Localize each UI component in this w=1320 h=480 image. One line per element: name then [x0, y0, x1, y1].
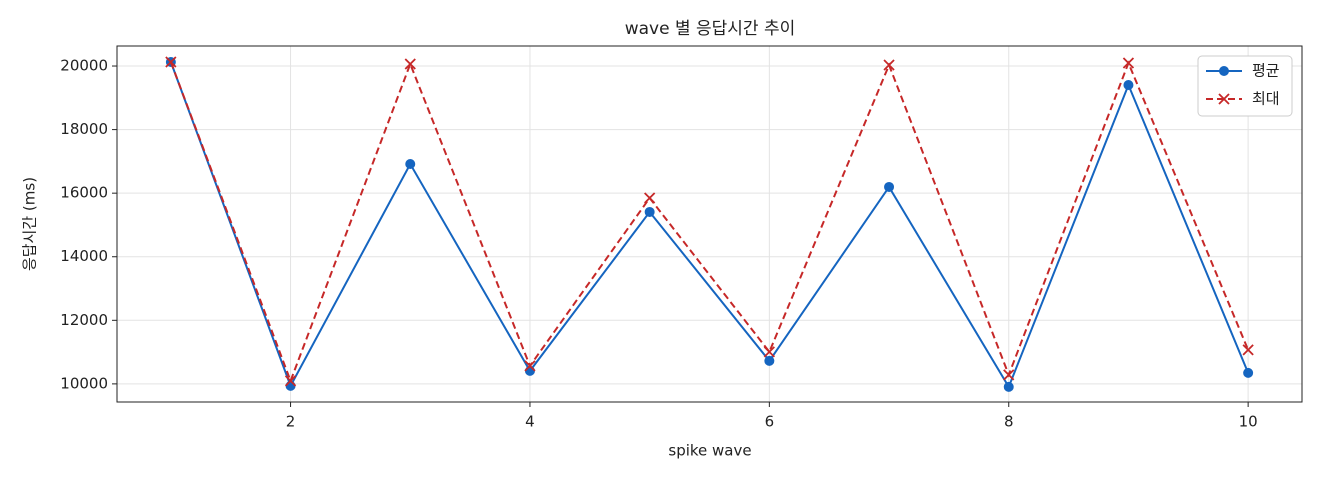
x-tick-label: 10: [1239, 413, 1258, 431]
point: [644, 192, 656, 204]
x-tick-label: 6: [765, 413, 775, 431]
y-tick-label: 18000: [60, 120, 108, 138]
x-tick-label: 4: [525, 413, 535, 431]
point: [883, 59, 895, 71]
series-line: [169, 60, 1250, 384]
legend-label: 평균: [1252, 62, 1280, 80]
point: [1003, 369, 1015, 381]
series-line: [169, 61, 1250, 390]
chart-title: wave 별 응답시간 추이: [625, 19, 796, 39]
legend-marker: [1218, 93, 1230, 105]
y-tick-label: 16000: [60, 184, 108, 202]
y-tick-label: 12000: [60, 311, 108, 329]
point: [644, 206, 655, 217]
point: [285, 380, 296, 391]
y-axis-label: 응답시간 (ms): [21, 177, 39, 271]
plot-frame: [116, 45, 1303, 403]
point: [764, 355, 775, 366]
y-tick-label: 10000: [60, 374, 108, 392]
point: [884, 181, 895, 192]
point: [1243, 367, 1254, 378]
point: [1003, 381, 1014, 392]
point: [1242, 344, 1254, 356]
legend-label: 최대: [1252, 90, 1280, 108]
y-tick-label: 20000: [60, 57, 108, 75]
point: [524, 360, 536, 372]
point: [405, 158, 416, 169]
x-tick-label: 2: [286, 413, 296, 431]
point: [763, 346, 775, 358]
x-axis-label: spike wave: [668, 442, 751, 460]
x-tick-label: 8: [1004, 413, 1014, 431]
legend-marker: [1219, 66, 1229, 76]
point: [165, 56, 177, 68]
point: [404, 58, 416, 70]
point: [1122, 57, 1135, 69]
point: [1123, 80, 1134, 91]
y-tick-label: 14000: [60, 247, 108, 265]
point: [284, 375, 297, 387]
